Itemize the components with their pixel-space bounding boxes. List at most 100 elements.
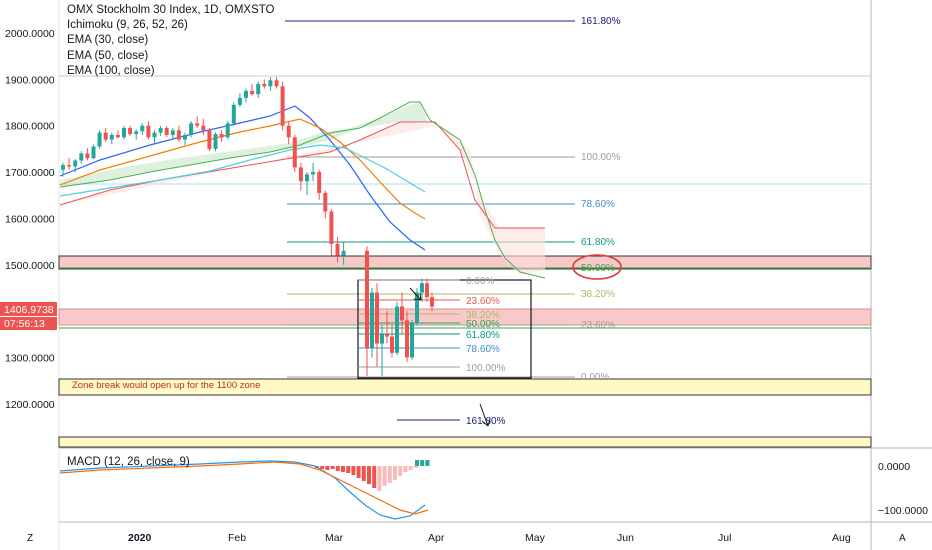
candle bbox=[164, 125, 169, 138]
candle bbox=[134, 129, 139, 140]
legend-ema30: EMA (30, close) bbox=[67, 34, 149, 47]
fib-level-label: 50.00% bbox=[581, 263, 615, 274]
last-price-text: 1406.9738 bbox=[4, 304, 54, 316]
candle bbox=[61, 162, 65, 177]
macd-histogram-bar bbox=[415, 460, 419, 466]
candle bbox=[405, 311, 409, 363]
price-tick-label: 1900.0000 bbox=[5, 74, 55, 86]
fib-level-label: 50.00% bbox=[466, 319, 500, 330]
fib-level-label: 100.00% bbox=[466, 363, 506, 374]
price-tick-label: 1700.0000 bbox=[5, 167, 55, 179]
macd-histogram-bar bbox=[351, 466, 356, 475]
macd-tick-label: 0.0000 bbox=[878, 461, 910, 473]
resistance-zone-1400 bbox=[58, 308, 872, 326]
time-tick-label: Mar bbox=[325, 532, 344, 544]
macd-axis[interactable]: 0.0000 −100.0000 bbox=[878, 461, 928, 517]
candle bbox=[268, 77, 273, 91]
support-zone-1250 bbox=[58, 378, 872, 396]
candle bbox=[115, 130, 120, 139]
fib-level-label: 61.80% bbox=[466, 330, 500, 341]
ema100-line bbox=[59, 144, 426, 197]
fib-level-label: 61.80% bbox=[581, 237, 615, 248]
candle bbox=[237, 93, 242, 108]
price-tick-label: 1200.0000 bbox=[5, 399, 55, 411]
candle bbox=[170, 128, 175, 140]
candle bbox=[85, 147, 90, 161]
fib-level-label: 161.80% bbox=[581, 16, 621, 27]
price-tick-label: 1800.0000 bbox=[5, 121, 55, 133]
candle bbox=[425, 278, 429, 302]
legend-title: OMX Stockholm 30 Index, 1D, OMXSTO bbox=[67, 4, 275, 16]
macd-histogram-bar bbox=[425, 460, 430, 466]
macd-pane bbox=[59, 460, 430, 520]
macd-legend[interactable]: MACD (12, 26, close, 9) bbox=[67, 456, 190, 468]
signal-line bbox=[59, 461, 429, 515]
ema30-line bbox=[59, 105, 426, 251]
fib-level-label: 161.80% bbox=[466, 416, 506, 427]
fib-level-label: 0.00% bbox=[581, 372, 609, 383]
time-tick-label: Aug bbox=[832, 532, 851, 544]
support-zone-1100 bbox=[58, 436, 872, 448]
time-axis[interactable]: 2020 Feb Mar Apr May Jun Jul Aug bbox=[128, 532, 851, 544]
resistance-zone-1500 bbox=[58, 255, 872, 270]
macd-histogram-bar bbox=[361, 466, 366, 481]
macd-histogram-bar bbox=[408, 466, 413, 470]
time-tick-label: Apr bbox=[428, 532, 445, 544]
macd-histogram-bar bbox=[320, 466, 325, 469]
fib-level-label: 23.60% bbox=[581, 320, 615, 331]
last-price-label bbox=[0, 302, 57, 316]
candle bbox=[335, 236, 340, 263]
macd-histogram-bar bbox=[387, 466, 392, 483]
time-tick-label: Feb bbox=[228, 532, 246, 544]
countdown-text: 07:56:13 bbox=[4, 318, 45, 330]
candle bbox=[317, 169, 322, 200]
chart-legend[interactable]: OMX Stockholm 30 Index, 1D, OMXSTO Ichim… bbox=[67, 3, 275, 79]
macd-histogram-bar bbox=[330, 466, 335, 469]
macd-histogram-bar bbox=[346, 466, 351, 473]
zone-note: Zone break would open up for the 1100 zo… bbox=[72, 380, 260, 391]
candle bbox=[152, 130, 157, 145]
highlight-circle[interactable] bbox=[572, 254, 622, 280]
zoom-button[interactable]: Z bbox=[27, 533, 34, 544]
candle bbox=[415, 287, 419, 326]
candle bbox=[213, 132, 218, 152]
price-tick-label: 1600.0000 bbox=[5, 213, 55, 225]
candle bbox=[201, 118, 206, 135]
candle bbox=[395, 301, 399, 356]
candle bbox=[146, 121, 151, 140]
candle bbox=[103, 128, 108, 142]
candle bbox=[67, 158, 72, 170]
cloud-green bbox=[60, 102, 440, 187]
fib-retracement-large[interactable]: 161.80%100.00%78.60%61.80%50.00%38.20%23… bbox=[285, 16, 621, 383]
fib-level-label: 23.60% bbox=[466, 296, 500, 307]
candle bbox=[292, 134, 297, 173]
candle bbox=[225, 121, 230, 140]
candle bbox=[400, 292, 404, 335]
candle bbox=[250, 83, 255, 96]
candle bbox=[286, 121, 291, 145]
macd-histogram-bar bbox=[356, 466, 361, 478]
fib-level-label: 78.60% bbox=[466, 344, 500, 355]
candle bbox=[244, 88, 248, 103]
macd-histogram-bar bbox=[367, 466, 371, 484]
macd-histogram-bar bbox=[413, 466, 418, 468]
price-axis[interactable]: 2000.0000 1900.0000 1800.0000 1700.0000 1600… bbox=[5, 28, 55, 411]
candle bbox=[207, 128, 212, 152]
candle bbox=[375, 283, 379, 367]
legend-ema100: EMA (100, close) bbox=[67, 64, 155, 77]
candle bbox=[274, 77, 279, 89]
time-tick-label: Jul bbox=[718, 532, 731, 544]
macd-histogram-bar bbox=[403, 466, 408, 472]
candle bbox=[430, 292, 434, 312]
candle bbox=[370, 287, 374, 358]
fib-level-label: 0.00% bbox=[466, 276, 494, 287]
price-tick-label: 2000.0000 bbox=[5, 28, 55, 40]
macd-histogram-bar bbox=[335, 466, 340, 471]
candle bbox=[311, 162, 316, 182]
fib-level-label: 38.20% bbox=[466, 310, 500, 321]
macd-histogram-bar bbox=[377, 466, 382, 491]
senkou-a bbox=[59, 101, 546, 279]
fib-level-label: 38.20% bbox=[581, 289, 615, 300]
auto-scale-button[interactable]: A bbox=[899, 533, 906, 544]
